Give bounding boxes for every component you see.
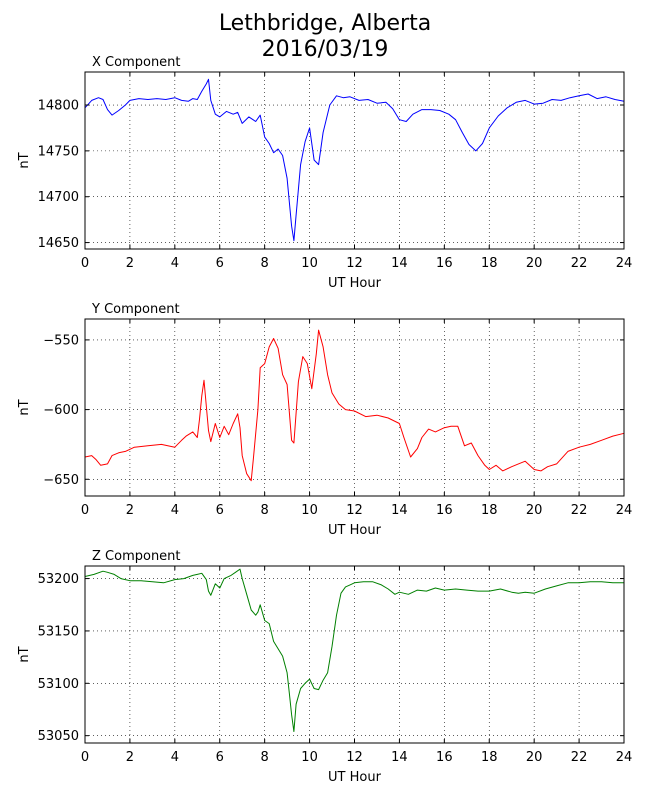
panel2-title: Y Component: [91, 302, 180, 317]
panel2-x-axis-label: UT Hour: [328, 523, 382, 538]
panel3-x-tick-label: 22: [571, 750, 588, 765]
panel3-x-tick-label: 18: [481, 750, 498, 765]
panel2-x-tick-label: 20: [526, 503, 543, 518]
panel1-x-tick-label: 12: [346, 256, 363, 271]
panel1-x-tick-label: 24: [616, 256, 633, 271]
panel2-x-tick-label: 4: [171, 503, 179, 518]
panel1-x-axis-label: UT Hour: [328, 276, 382, 291]
panel3-y-tick-label: 53100: [38, 677, 79, 692]
panel1-series-line: [84, 78, 625, 242]
panel2-x-tick-label: 0: [81, 503, 89, 518]
panel2-y-axis-label: nT: [17, 399, 32, 415]
panel3-x-tick-label: 4: [171, 750, 179, 765]
panel1-x-tick-label: 10: [301, 256, 318, 271]
chart-title-line1: Lethbridge, Alberta: [218, 11, 432, 36]
panel3-y-tick-label: 53200: [38, 572, 79, 587]
panel1-x-tick-label: 16: [436, 256, 453, 271]
panel3-x-tick-label: 10: [301, 750, 318, 765]
panel2-y-tick-label: −650: [43, 473, 79, 488]
panel3-x-tick-label: 2: [126, 750, 134, 765]
panel3-x-tick-label: 0: [81, 750, 89, 765]
panel2-x-tick-label: 24: [616, 503, 633, 518]
panel3-x-tick-label: 12: [346, 750, 363, 765]
panel2-x-tick-label: 6: [216, 503, 224, 518]
panel1-x-tick-label: 0: [81, 256, 89, 271]
panel1-x-tick-label: 4: [171, 256, 179, 271]
panel1-y-axis-label: nT: [17, 152, 32, 168]
panel3-y-axis-label: nT: [17, 646, 32, 662]
panel2-x-tick-label: 14: [391, 503, 408, 518]
panel1-x-tick-label: 8: [261, 256, 269, 271]
panel3-x-tick-label: 20: [526, 750, 543, 765]
panel1-y-tick-label: 14650: [38, 236, 79, 251]
panel2-x-tick-label: 16: [436, 503, 453, 518]
panel1-x-tick-label: 2: [126, 256, 134, 271]
panel2-x-tick-label: 12: [346, 503, 363, 518]
panel3-y-tick-label: 53150: [38, 624, 79, 639]
panel2-series-line: [84, 329, 625, 482]
panel3-x-axis-label: UT Hour: [328, 770, 382, 785]
panel1-y-tick-label: 14700: [38, 190, 79, 205]
panel2-x-tick-label: 10: [301, 503, 318, 518]
panel2-y-tick-label: −600: [43, 403, 79, 418]
panel1-y-tick-label: 14800: [38, 99, 79, 114]
panel3-x-tick-label: 8: [261, 750, 269, 765]
panel1-x-tick-label: 6: [216, 256, 224, 271]
panel3-x-tick-label: 6: [216, 750, 224, 765]
panel3-y-tick-label: 53050: [38, 729, 79, 744]
panel3-x-tick-label: 14: [391, 750, 408, 765]
panel2-y-tick-label: −550: [43, 333, 79, 348]
panel3-x-tick-label: 24: [616, 750, 633, 765]
panel3-series-line: [84, 568, 624, 732]
panel1-x-tick-label: 14: [391, 256, 408, 271]
panel1-y-tick-label: 14750: [38, 144, 79, 159]
panel1-x-tick-label: 20: [526, 256, 543, 271]
panel2-x-tick-label: 22: [571, 503, 588, 518]
panel2-x-tick-label: 2: [126, 503, 134, 518]
panel1-x-tick-label: 18: [481, 256, 498, 271]
panel1-title: X Component: [92, 55, 181, 70]
panel3-x-tick-label: 16: [436, 750, 453, 765]
panel3-title: Z Component: [92, 549, 181, 564]
panel2-x-tick-label: 18: [481, 503, 498, 518]
panel1-x-tick-label: 22: [571, 256, 588, 271]
chart-title-line2: 2016/03/19: [261, 37, 389, 62]
panel2-x-tick-label: 8: [261, 503, 269, 518]
